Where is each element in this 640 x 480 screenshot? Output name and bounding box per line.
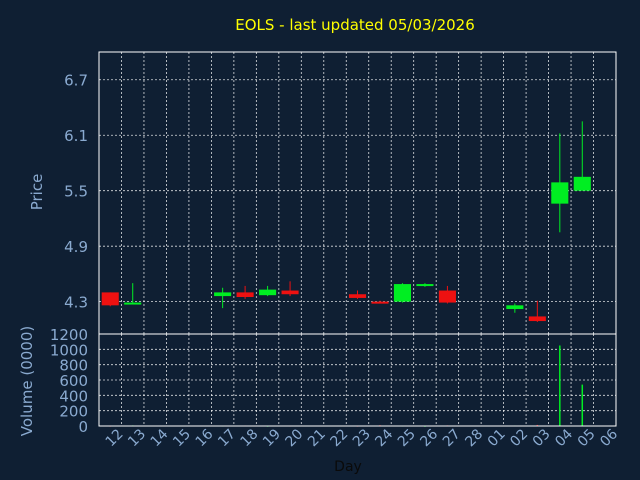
volume-tick-label: 800 <box>59 357 88 375</box>
volume-bar <box>536 424 539 426</box>
candle-body <box>438 290 456 303</box>
candle-body <box>281 290 299 295</box>
x-tick-label: 01 <box>485 426 509 450</box>
x-tick-label: 06 <box>597 426 621 450</box>
candle-body <box>416 284 434 287</box>
x-tick-label: 16 <box>193 426 217 450</box>
volume-bar <box>559 345 561 426</box>
x-tick-label: 21 <box>305 426 329 450</box>
price-tick-labels: 4.3 4.9 5.5 6.1 6.7 <box>64 72 88 312</box>
candles-layer <box>101 121 591 322</box>
x-tick-label: 17 <box>215 426 239 450</box>
x-tick-label: 13 <box>125 426 149 450</box>
x-tick-label: 22 <box>327 426 351 450</box>
price-gridlines <box>99 52 616 334</box>
candle-body <box>551 182 569 204</box>
volume-tick-label: 1000 <box>50 341 88 359</box>
volume-tick-label: 0 <box>78 418 88 436</box>
x-tick-label: 12 <box>103 426 127 450</box>
volume-tick-label: 200 <box>59 403 88 421</box>
candle-body <box>101 292 119 306</box>
price-tick-label: 6.7 <box>64 72 88 90</box>
volume-gridlines <box>99 334 616 426</box>
candle-body <box>573 176 591 191</box>
price-tick-label: 4.3 <box>64 294 88 312</box>
x-tick-label: 04 <box>552 426 576 450</box>
x-tick-label: 03 <box>530 426 554 450</box>
x-tick-label: 23 <box>350 426 374 450</box>
volume-tick-label: 400 <box>59 387 88 405</box>
candle-body <box>528 316 546 322</box>
x-tick-label: 27 <box>440 426 464 450</box>
x-tick-label: 20 <box>283 426 307 450</box>
volume-tick-label: 600 <box>59 372 88 390</box>
price-tick-label: 4.9 <box>64 238 88 256</box>
candle-body <box>214 292 232 297</box>
candle-body <box>371 301 389 304</box>
x-tick-label: 02 <box>507 426 531 450</box>
volume-tick-label: 1200 <box>50 326 88 344</box>
candle-body <box>259 289 277 296</box>
candle-body <box>124 302 142 305</box>
candle-body <box>348 294 367 298</box>
candle-body <box>506 305 524 310</box>
volume-axis-label: Volume (0000) <box>18 326 36 436</box>
volume-panel-frame <box>98 333 617 427</box>
panel-frames <box>98 51 617 427</box>
price-axis-label: Price <box>28 174 46 211</box>
x-axis-label: Day <box>334 459 362 475</box>
candle-body <box>393 284 411 302</box>
x-tick-label: 25 <box>395 426 419 450</box>
x-tick-labels: 1213141516171819202122232425262728010203… <box>103 426 621 450</box>
x-tick-label: 24 <box>372 426 396 450</box>
x-tick-label: 05 <box>575 426 599 450</box>
candle-body <box>236 292 254 298</box>
volume-bar <box>581 384 584 426</box>
x-tick-label: 26 <box>417 426 441 450</box>
x-tick-label: 15 <box>170 426 194 450</box>
x-tick-label: 19 <box>260 426 284 450</box>
x-tick-label: 18 <box>238 426 262 450</box>
x-tick-label: 14 <box>148 426 172 450</box>
price-tick-label: 6.1 <box>64 127 88 145</box>
x-tick-label: 28 <box>462 426 486 450</box>
chart-title: EOLS - last updated 05/03/2026 <box>235 16 475 34</box>
price-tick-label: 5.5 <box>64 183 88 201</box>
